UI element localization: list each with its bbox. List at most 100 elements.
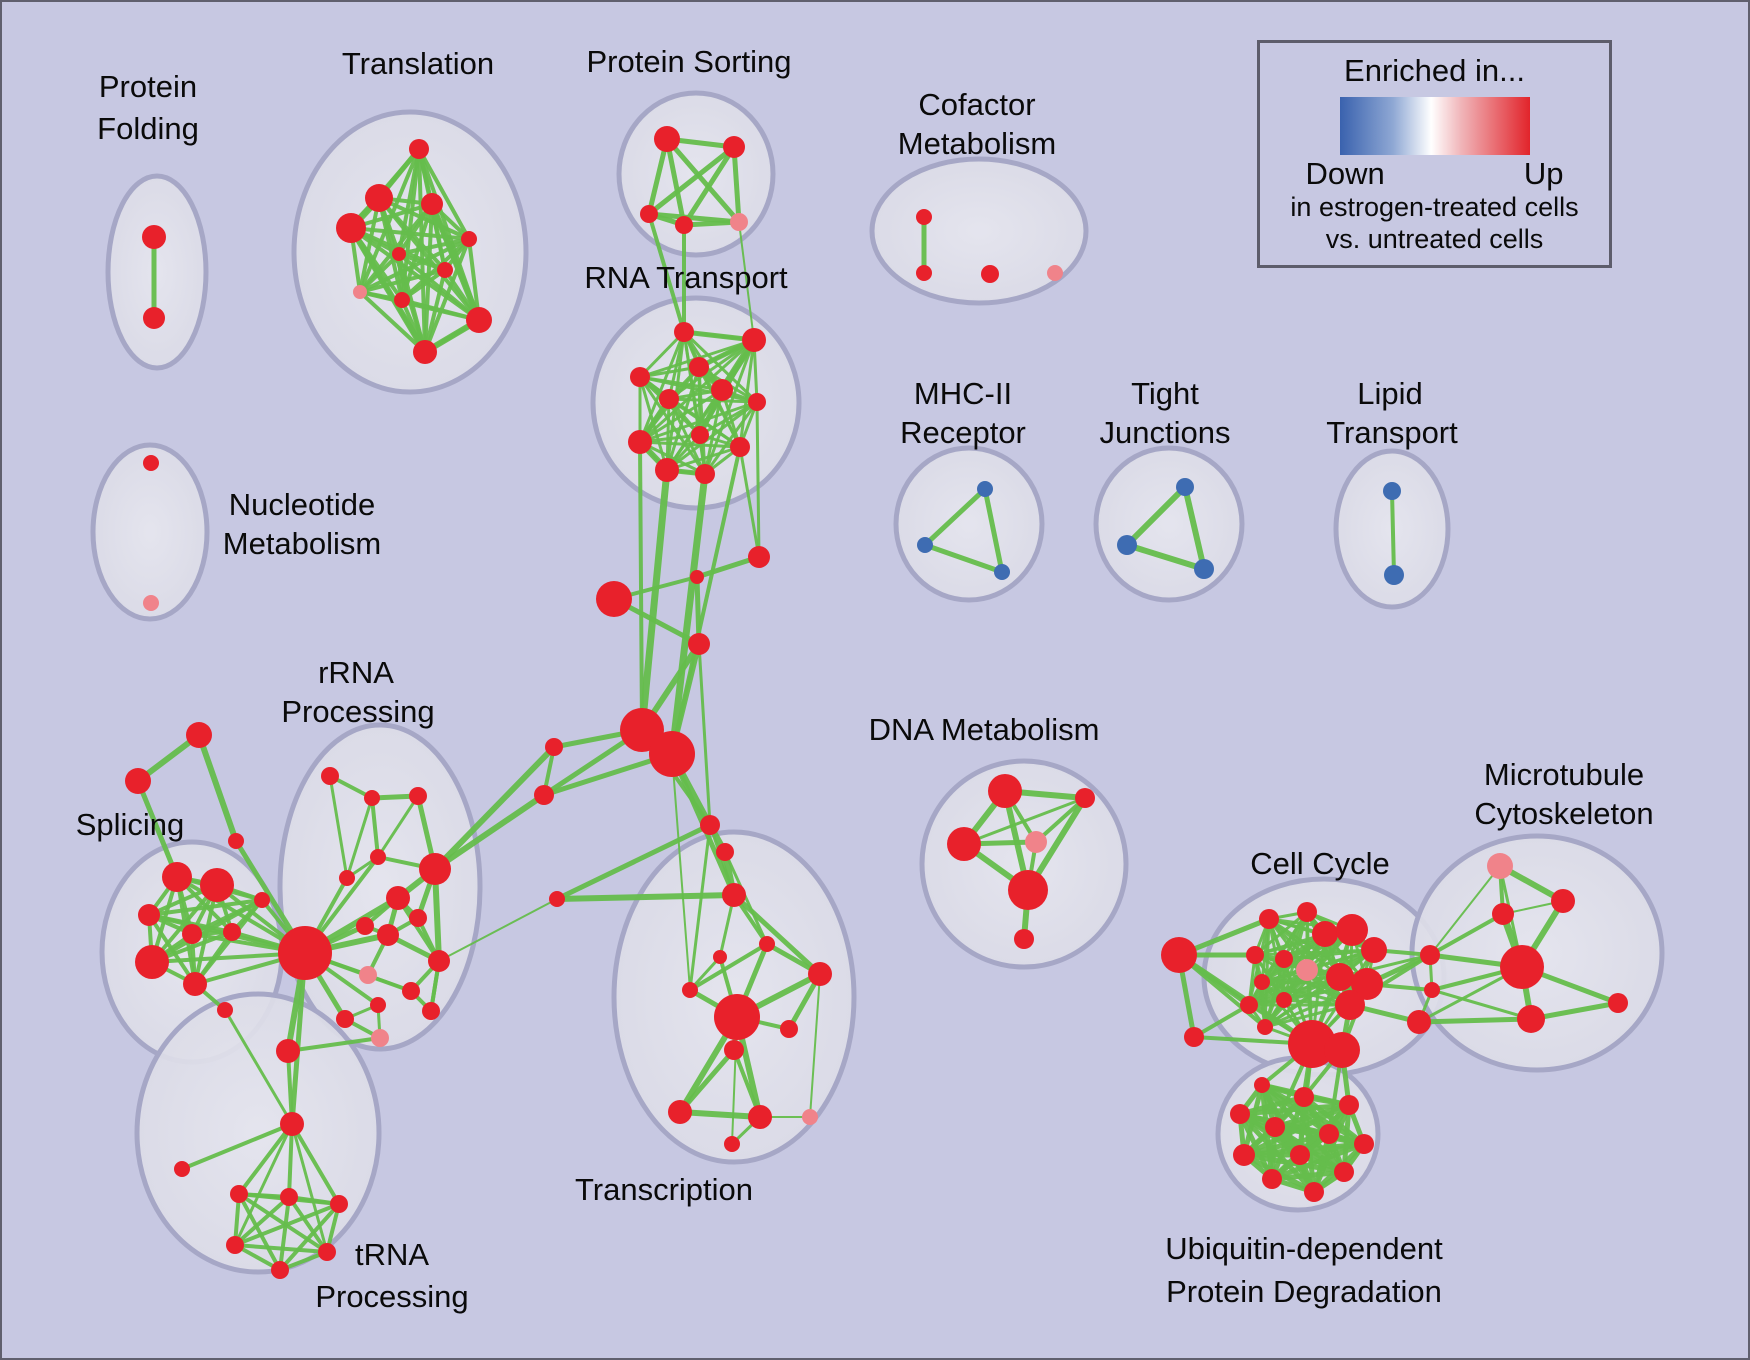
edge-rr17-rr18 — [286, 1036, 382, 1053]
node-tx2 — [716, 843, 734, 861]
edge-cc4-cc8 — [1253, 910, 1309, 957]
edge-cc22-mt5 — [1416, 1016, 1534, 1025]
node-ps1 — [654, 126, 680, 152]
node-ub12 — [1304, 1182, 1324, 1202]
node-rt2 — [742, 328, 766, 352]
edge-rr11-tx0 — [438, 898, 558, 962]
cluster-label-nucleotide-metabolism-line1: Nucleotide — [229, 487, 375, 522]
node-pf2 — [143, 307, 165, 329]
node-mt6 — [1608, 993, 1628, 1013]
edge-tn1-tn2 — [180, 1122, 294, 1171]
edge-ps4-ps5 — [681, 219, 742, 228]
node-tj1 — [1176, 478, 1194, 496]
node-tx1 — [700, 815, 720, 835]
node-cc18 — [1288, 1020, 1336, 1068]
edge-rrh-tn1 — [289, 950, 308, 1127]
edge-mh1-mh3 — [982, 486, 1005, 575]
node-rr3 — [409, 787, 427, 805]
node-ub8 — [1233, 1144, 1255, 1166]
node-dm6 — [1014, 929, 1034, 949]
edge-tr2-tr8 — [358, 196, 381, 294]
cluster-label-protein-sorting: Protein Sorting — [586, 44, 791, 79]
edge-rt5-rt12 — [703, 388, 724, 476]
node-nm2 — [143, 595, 159, 611]
node-rr9 — [356, 917, 374, 935]
node-tx5 — [713, 950, 727, 964]
legend-gradient-bar — [1339, 97, 1530, 155]
node-rr7 — [386, 886, 410, 910]
edge-rt6-rt12 — [703, 400, 759, 476]
cluster-label-rrna-processing-line2: Processing — [281, 694, 434, 729]
node-ps5 — [730, 213, 748, 231]
edge-tx11-tx12 — [677, 1109, 763, 1120]
node-sp7 — [183, 972, 207, 996]
node-pf1 — [142, 225, 166, 249]
node-rt4 — [630, 367, 650, 387]
node-rr17 — [371, 1029, 389, 1047]
edge-rt2-rt8 — [638, 338, 756, 444]
edge-tn4-tn6 — [233, 1195, 291, 1247]
cluster-label-lipid-transport-line1: Lipid — [1357, 376, 1423, 411]
edge-rt4-rt12 — [638, 375, 707, 476]
node-tr2 — [365, 184, 393, 212]
node-lt1 — [1383, 482, 1401, 500]
edge-ps2-ps4 — [681, 144, 737, 228]
node-sp5 — [223, 923, 241, 941]
legend-subtitle-2: vs. untreated cells — [1325, 224, 1544, 254]
node-rr2 — [364, 790, 380, 806]
edge-tr7-tr8 — [358, 268, 447, 294]
edge-tr8-tr11 — [358, 290, 427, 354]
edge-tx4-tx6 — [688, 942, 769, 992]
node-mh1 — [977, 481, 993, 497]
edge-tr4-tr11 — [348, 225, 428, 355]
edge-ps5-rt2 — [738, 221, 755, 341]
node-rr5 — [419, 853, 451, 885]
edge-tr4-tr5 — [349, 226, 471, 241]
node-ub6 — [1319, 1124, 1339, 1144]
node-ub7 — [1354, 1134, 1374, 1154]
edge-ub10-ub11 — [1269, 1169, 1347, 1182]
legend-title: Enriched in... — [1344, 53, 1525, 88]
cluster-ellipse-cofactor-metabolism — [869, 156, 1089, 306]
edge-tn1-tn3 — [237, 1122, 294, 1196]
node-sp9 — [217, 1002, 233, 1018]
edge-ps3-rt1 — [647, 212, 686, 334]
node-rt9 — [691, 426, 709, 444]
node-rr18 — [276, 1039, 300, 1063]
node-tx3 — [722, 883, 746, 907]
cluster-label-trna-processing-line2: Processing — [315, 1279, 468, 1314]
edge-cc2-cc14 — [1192, 1003, 1251, 1039]
edge-rt2-rt12 — [703, 338, 756, 476]
edge-rt6-rt8 — [638, 400, 759, 444]
node-ub3 — [1339, 1095, 1359, 1115]
edge-tn1-tn7 — [290, 1122, 329, 1254]
edge-cn7-rr5 — [432, 744, 557, 872]
edge-tx10-tx11 — [677, 1047, 737, 1115]
edge-rr2-rr6 — [345, 796, 374, 880]
node-sp1 — [162, 862, 192, 892]
node-rt10 — [730, 437, 750, 457]
cluster-label-rrna-processing-line1: rRNA — [318, 655, 394, 690]
edge-rt8-rt12 — [638, 440, 707, 476]
node-mt1 — [1487, 853, 1513, 879]
cluster-label-microtubule-cytoskeleton-line2: Cytoskeleton — [1474, 796, 1653, 831]
cluster-label-transcription: Transcription — [575, 1172, 753, 1207]
node-tg1 — [186, 722, 212, 748]
node-mt2 — [1551, 889, 1575, 913]
edge-rt11-cn5 — [638, 466, 671, 734]
node-ub2 — [1294, 1087, 1314, 1107]
node-dm1 — [988, 774, 1022, 808]
node-cf2 — [916, 265, 932, 281]
edge-tn4-tn8 — [278, 1195, 291, 1272]
edge-tg1-tg3 — [196, 732, 239, 844]
node-ub10 — [1334, 1162, 1354, 1182]
node-cc6 — [1336, 914, 1368, 946]
node-cc17 — [1335, 990, 1365, 1020]
edge-ps2-ps5 — [731, 144, 742, 225]
edge-mh1-mh2 — [922, 486, 988, 548]
node-dm5 — [1008, 870, 1048, 910]
edge-rr7-rr11 — [396, 896, 441, 963]
edge-rt1-rt6 — [682, 330, 759, 404]
node-tn5 — [330, 1195, 348, 1213]
node-tg3 — [228, 833, 244, 849]
